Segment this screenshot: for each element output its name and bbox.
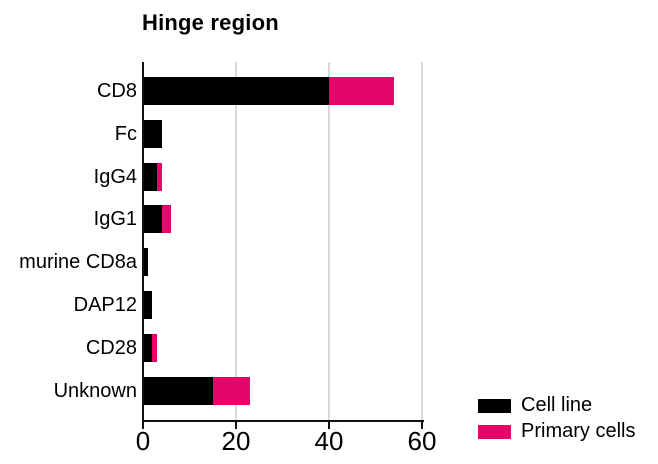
category-label: Fc: [114, 122, 137, 145]
x-tick-label: 60: [407, 426, 437, 456]
plot-area: [142, 62, 424, 429]
x-tick-60: [421, 422, 423, 429]
legend-label: Cell line: [521, 394, 593, 416]
legend: Cell line Primary cells: [478, 394, 636, 448]
bar-segment-cell-line: [143, 77, 329, 105]
category-label: CD8: [96, 80, 137, 102]
bar-murine-cd8a: [143, 248, 148, 277]
bar-igg4: [143, 162, 162, 191]
bar-cd8: [143, 77, 395, 105]
legend-item-primary-cells: Primary cells: [478, 420, 636, 442]
gridline-x-20: [235, 62, 237, 420]
x-tick-0: [142, 422, 144, 429]
bar-segment-primary-cells: [212, 376, 250, 405]
y-axis-line: [142, 62, 144, 420]
bar-segment-primary-cells: [156, 162, 162, 191]
bar-segment-cell-line: [143, 333, 153, 362]
category-label: murine CD8a: [19, 251, 137, 274]
bar-segment-cell-line: [143, 291, 153, 319]
bar-segment-primary-cells: [161, 205, 171, 234]
bar-igg1: [143, 205, 171, 234]
x-tick-label: 0: [135, 426, 151, 456]
bar-segment-cell-line: [143, 376, 213, 405]
gridline-x-40: [328, 62, 330, 420]
bar-segment-cell-line: [143, 248, 148, 277]
category-label: IgG1: [93, 208, 137, 231]
x-tick-label: 40: [314, 426, 344, 456]
category-label: DAP12: [73, 294, 137, 316]
bar-fc: [143, 119, 162, 148]
bar-segment-primary-cells: [329, 77, 395, 105]
bar-unknown: [143, 376, 250, 405]
primary-cells-swatch: [478, 424, 511, 439]
bar-segment-primary-cells: [152, 333, 157, 362]
gridline-x-60: [421, 62, 423, 420]
x-tick-20: [235, 422, 237, 429]
legend-item-cell-line: Cell line: [478, 394, 635, 416]
x-axis-line: [142, 420, 424, 422]
bar-cd28: [143, 333, 157, 362]
bar-segment-cell-line: [143, 205, 162, 234]
category-label: Unknown: [53, 379, 137, 402]
bar-dap12: [143, 291, 153, 319]
x-tick-label: 20: [221, 426, 251, 456]
bar-segment-cell-line: [143, 119, 162, 148]
legend-label: Primary cells: [521, 420, 636, 442]
bar-segment-cell-line: [143, 162, 157, 191]
x-tick-40: [328, 422, 330, 429]
chart-title: Hinge region: [142, 10, 279, 35]
category-label: CD28: [85, 336, 137, 359]
category-label: IgG4: [93, 165, 137, 188]
cell-line-swatch: [478, 398, 511, 413]
